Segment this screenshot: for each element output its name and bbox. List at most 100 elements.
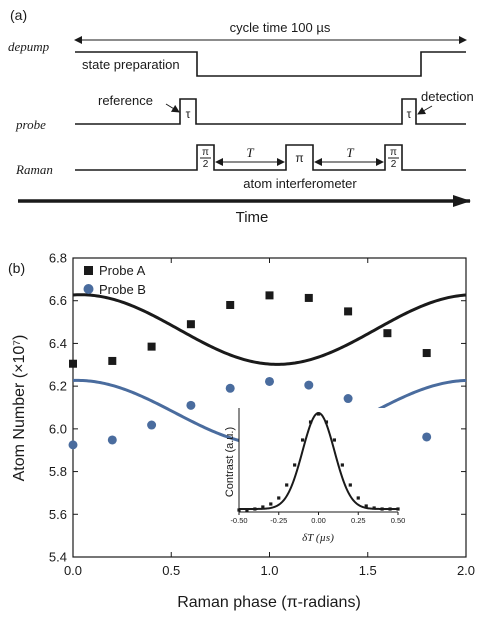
legend-label-probe-b: Probe B — [99, 282, 146, 297]
x-axis-label: Raman phase (π-radians) — [177, 594, 361, 611]
tau-1: τ — [186, 107, 191, 121]
y-tick-label: 6.0 — [49, 421, 67, 436]
point-probe-b — [422, 432, 432, 442]
y-tick-label: 6.6 — [49, 293, 67, 308]
point-probe-a — [304, 293, 313, 302]
y-tick-label: 6.8 — [49, 251, 67, 266]
reference-label: reference — [98, 93, 153, 108]
legend-marker-probe-a — [84, 266, 93, 275]
inset-chart: -0.50 -0.25 0.00 0.25 0.50 Contrast (a.u.) δ… — [224, 408, 405, 544]
legend: Probe A Probe B — [83, 263, 146, 297]
y-tick-label: 5.4 — [49, 550, 67, 565]
pi-half-num-1: π — [202, 147, 209, 158]
detection-pointer — [417, 105, 433, 115]
point-probe-b — [147, 420, 157, 430]
point-probe-b — [343, 394, 353, 404]
depump-waveform — [75, 51, 466, 77]
inset-point — [340, 463, 344, 467]
panel-a-label: (a) — [10, 7, 27, 23]
inset-x-label: δT (µs) — [302, 532, 334, 544]
inset-x-tick-label: -0.50 — [230, 516, 247, 525]
main-axes: 0.0 0.5 1.0 1.5 2.0 5.4 5.6 5.8 6.0 6.2 6.4 6.6 6.8 — [49, 251, 475, 579]
panel-b-label: (b) — [8, 260, 25, 276]
pi-half-den-1: 2 — [203, 159, 209, 170]
point-probe-b — [265, 376, 274, 386]
x-tick-label: 2.0 — [457, 563, 475, 578]
inset-point — [380, 507, 384, 511]
point-probe-a — [108, 356, 117, 365]
x-tick-label: 1.0 — [260, 563, 278, 578]
interferometer-label: atom interferometer — [243, 176, 357, 191]
inset-point — [293, 463, 297, 467]
legend-marker-probe-b — [83, 284, 94, 294]
inset-point — [388, 507, 392, 511]
point-probe-a — [383, 329, 392, 338]
panel-b: (b) 0.0 0.5 1.0 1.5 2.0 5.4 5.6 5.8 6.0 6.2 6.4 6.6… — [8, 251, 475, 612]
pi-half-num-2: π — [390, 147, 397, 158]
inset-x-tick-label: 0.50 — [391, 516, 406, 525]
reference-pointer — [165, 103, 180, 113]
fit-curve-probe-a — [72, 293, 467, 366]
probe-row-label: probe — [15, 117, 46, 132]
cycle-label: cycle time 100 µs — [230, 20, 331, 35]
panel-a: (a) cycle time 100 µs depump state prepa… — [8, 7, 474, 226]
point-probe-a — [147, 342, 156, 351]
inset-y-label: Contrast (a.u.) — [224, 427, 236, 497]
point-probe-a — [344, 307, 353, 316]
inset-point — [364, 504, 368, 508]
inset-series — [237, 411, 400, 512]
inset-point — [301, 438, 305, 442]
tau-2: τ — [407, 107, 412, 121]
pi-label: π — [295, 151, 303, 165]
y-tick-label: 6.2 — [49, 379, 67, 394]
y-axis-label: Atom Number (×10⁷) — [11, 335, 28, 482]
inset-point — [348, 483, 352, 487]
inset-point — [237, 508, 241, 512]
inset-point — [261, 505, 265, 509]
inset-point — [245, 508, 249, 512]
inset-point — [372, 506, 376, 510]
inset-point — [316, 412, 321, 416]
point-probe-b — [225, 383, 235, 393]
point-probe-b — [304, 380, 314, 390]
point-probe-a — [422, 349, 431, 358]
inset-point — [269, 502, 273, 506]
legend-label-probe-a: Probe A — [99, 263, 146, 278]
inset-point — [277, 496, 281, 500]
raman-waveform — [75, 144, 466, 171]
point-probe-b — [186, 400, 196, 410]
inset-point — [332, 438, 336, 442]
time-label: Time — [236, 209, 269, 226]
point-probe-b — [68, 440, 78, 450]
T-label-2: T — [346, 145, 354, 160]
point-probe-a — [186, 320, 195, 329]
point-probe-a — [226, 300, 235, 309]
inset-point — [253, 507, 257, 511]
y-tick-label: 5.8 — [49, 464, 67, 479]
T-label-1: T — [246, 145, 254, 160]
depump-row-label: depump — [8, 39, 50, 54]
probe-waveform — [75, 98, 466, 125]
detection-label: detection — [421, 89, 474, 104]
point-probe-a — [265, 291, 274, 300]
inset-point — [356, 496, 360, 500]
point-probe-b — [107, 435, 117, 445]
inset-x-tick-label: 0.00 — [311, 516, 326, 525]
inset-point — [285, 483, 289, 487]
inset-x-tick-label: 0.25 — [351, 516, 366, 525]
x-tick-label: 0.5 — [162, 563, 180, 578]
y-tick-label: 6.4 — [49, 336, 67, 351]
inset-background — [239, 408, 398, 512]
state-prep-label: state preparation — [82, 57, 180, 72]
inset-point — [324, 420, 329, 424]
inset-axes: -0.50 -0.25 0.00 0.25 0.50 — [230, 512, 405, 525]
inset-point — [308, 420, 313, 424]
x-tick-label: 1.5 — [359, 563, 377, 578]
y-tick-label: 5.6 — [49, 507, 67, 522]
inset-point — [396, 507, 400, 511]
x-tick-label: 0.0 — [64, 563, 82, 578]
raman-row-label: Raman — [15, 162, 53, 177]
inset-x-tick-label: -0.25 — [270, 516, 287, 525]
pi-half-den-2: 2 — [391, 159, 397, 170]
